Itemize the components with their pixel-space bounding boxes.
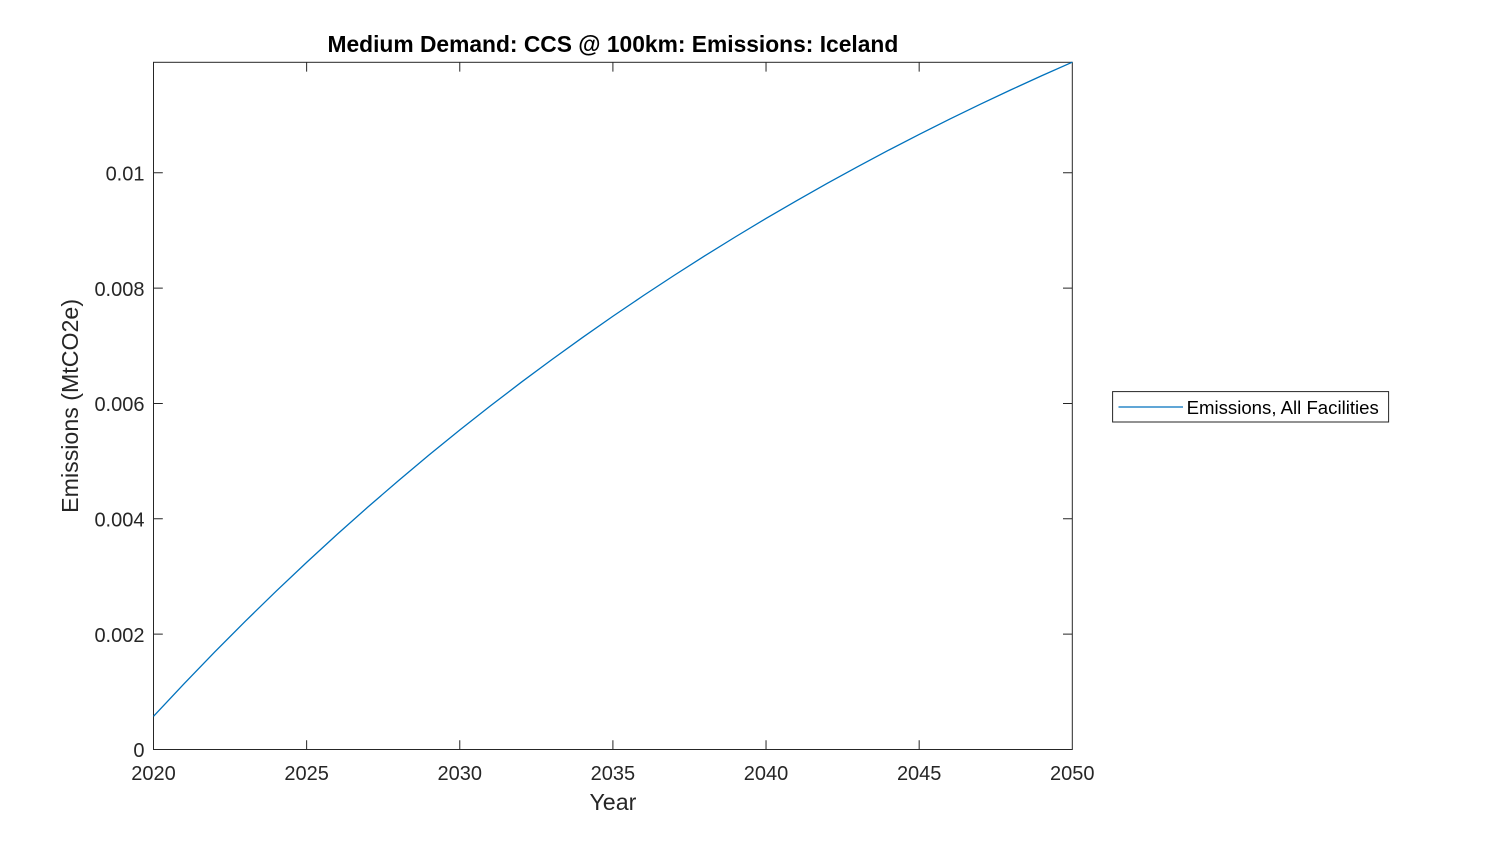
svg-text:Year: Year [589, 789, 636, 815]
svg-text:0.006: 0.006 [94, 394, 144, 416]
svg-text:2040: 2040 [744, 763, 789, 785]
svg-text:2050: 2050 [1050, 763, 1095, 785]
svg-text:0.004: 0.004 [94, 510, 144, 532]
svg-text:Emissions (MtCO2e): Emissions (MtCO2e) [57, 299, 83, 513]
svg-text:2025: 2025 [284, 763, 329, 785]
svg-text:Emissions, All Facilities: Emissions, All Facilities [1187, 397, 1379, 418]
svg-text:0.01: 0.01 [106, 163, 145, 185]
svg-text:2045: 2045 [897, 763, 942, 785]
svg-text:0.008: 0.008 [94, 279, 144, 301]
svg-text:2020: 2020 [131, 763, 176, 785]
svg-text:2030: 2030 [438, 763, 483, 785]
svg-text:Medium Demand: CCS @ 100km: Em: Medium Demand: CCS @ 100km: Emissions: I… [328, 31, 899, 57]
svg-text:0.002: 0.002 [94, 625, 144, 647]
svg-text:2035: 2035 [591, 763, 636, 785]
svg-text:0: 0 [133, 740, 144, 762]
